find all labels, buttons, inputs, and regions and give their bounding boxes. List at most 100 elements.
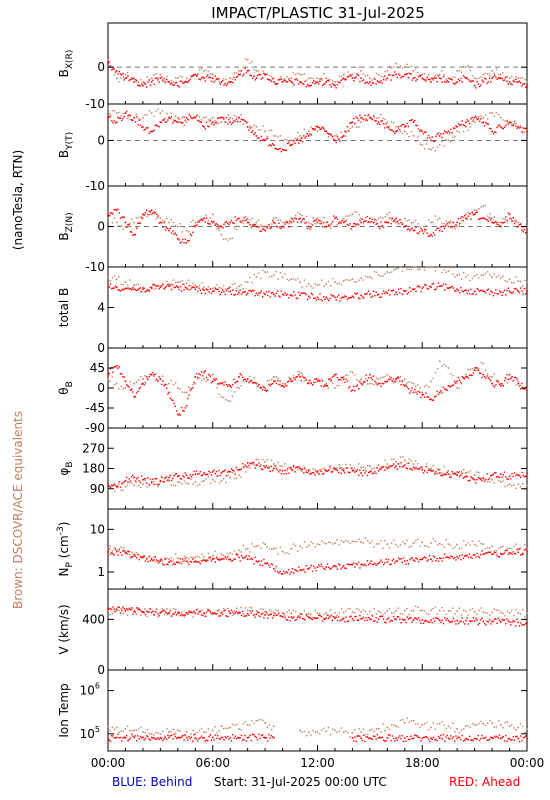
point [220,233,223,236]
point [107,609,109,612]
point [521,386,524,388]
point [277,553,279,555]
point [135,227,138,230]
point [421,541,424,543]
point [174,115,177,117]
point [160,121,163,124]
point [502,545,504,548]
point [471,277,474,280]
point [273,77,275,80]
point [446,734,448,736]
point [511,547,513,550]
point [425,78,428,81]
point [188,230,190,233]
point [190,733,192,735]
point [410,73,412,75]
point [150,81,153,83]
point [419,226,421,229]
point [207,378,209,381]
point [417,538,419,540]
point [127,481,129,483]
point [126,384,128,386]
point [350,75,352,77]
point [370,117,372,119]
point [327,78,330,81]
point [135,116,138,118]
point [177,612,179,614]
point [521,290,523,292]
point [410,468,412,470]
point [126,76,128,79]
point [307,225,310,228]
point [360,70,362,72]
point [356,468,359,471]
point [147,477,149,479]
point [456,81,458,83]
point [393,66,395,68]
point [140,556,143,559]
point [286,467,289,470]
point [377,293,380,296]
point [242,222,245,225]
point [461,81,463,83]
point [276,379,279,382]
point [323,467,325,470]
point [493,292,496,294]
point [430,233,432,236]
point [213,123,215,126]
point [511,621,513,624]
point [401,381,404,383]
point [384,127,386,129]
point [513,281,515,284]
point [211,77,214,80]
point [295,618,298,621]
point [316,469,319,472]
point [107,608,109,611]
point [255,135,258,137]
point [495,384,497,386]
point [148,738,150,740]
point [410,610,413,612]
point [222,727,225,730]
point [468,80,471,82]
point [319,380,321,382]
point [227,290,229,293]
point [179,737,182,739]
point [456,610,458,612]
point [288,78,290,80]
point [153,283,155,286]
point [526,550,528,553]
point [506,120,508,123]
point [329,78,332,81]
point [248,290,250,292]
point [310,126,312,128]
point [356,72,358,75]
point [403,378,406,380]
point [465,289,467,292]
point [460,381,462,384]
point [201,727,203,730]
point [505,377,507,380]
point [519,723,522,725]
point [352,296,355,299]
point [513,79,515,81]
point [153,734,155,736]
point [261,389,264,391]
point [432,469,435,472]
point [338,544,341,546]
point [163,119,165,121]
point [500,116,502,119]
point [194,737,197,739]
point [454,76,456,78]
point [161,607,164,610]
point [204,80,206,82]
point [227,735,229,738]
point [205,121,208,124]
point [371,738,374,740]
point [184,119,187,121]
point [148,611,150,613]
point [410,119,412,121]
point [152,79,154,82]
point [346,76,349,78]
point [165,612,168,614]
